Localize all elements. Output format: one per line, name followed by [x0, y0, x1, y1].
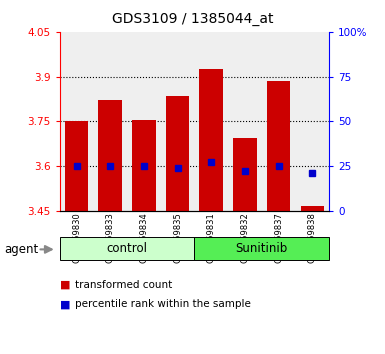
- Bar: [166, 96, 189, 211]
- Bar: [60, 237, 194, 260]
- Bar: [65, 121, 88, 211]
- Bar: [199, 69, 223, 211]
- Bar: [267, 81, 290, 211]
- Bar: [194, 32, 228, 211]
- Bar: [99, 101, 122, 211]
- Text: Sunitinib: Sunitinib: [236, 242, 288, 255]
- Text: control: control: [107, 242, 147, 255]
- Bar: [228, 32, 262, 211]
- Text: GDS3109 / 1385044_at: GDS3109 / 1385044_at: [112, 12, 273, 27]
- Bar: [296, 32, 329, 211]
- Bar: [194, 237, 329, 260]
- Bar: [262, 32, 296, 211]
- Bar: [233, 138, 257, 211]
- Text: transformed count: transformed count: [75, 280, 172, 290]
- Bar: [127, 32, 161, 211]
- Text: agent: agent: [4, 243, 38, 256]
- Bar: [60, 32, 93, 211]
- Text: percentile rank within the sample: percentile rank within the sample: [75, 299, 251, 309]
- Bar: [301, 206, 324, 211]
- Bar: [93, 32, 127, 211]
- Text: ■: ■: [60, 299, 70, 309]
- Bar: [161, 32, 194, 211]
- Bar: [132, 120, 156, 211]
- Text: ■: ■: [60, 280, 70, 290]
